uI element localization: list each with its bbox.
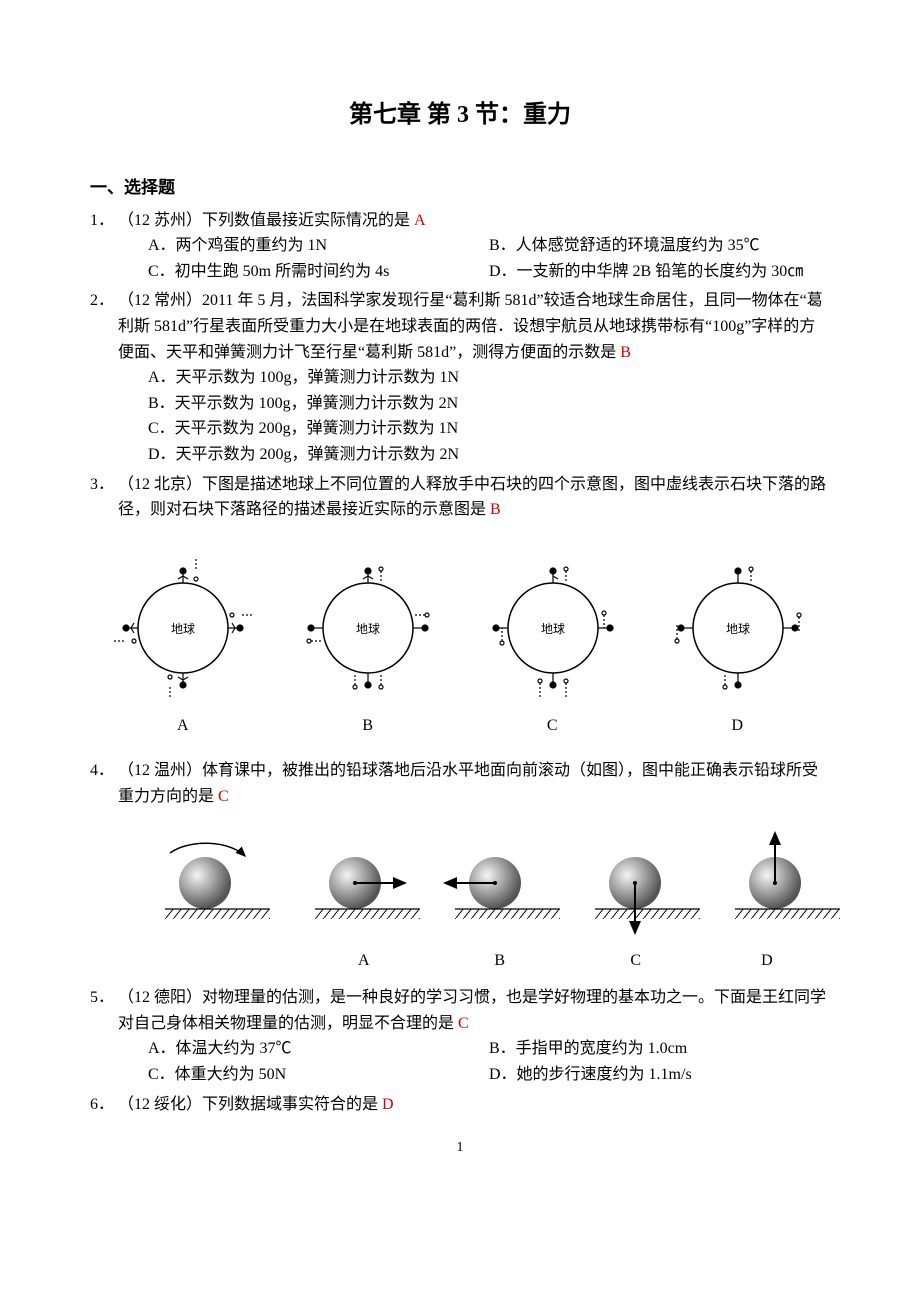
q2-number: 2． (90, 288, 118, 467)
q5-optC: C．体重大约为 50N (148, 1062, 489, 1088)
q5-optB: B．手指甲的宽度约为 1.0cm (489, 1036, 830, 1062)
q3-labelB: B (362, 713, 373, 739)
q5-optA: A．体温大约为 37℃ (148, 1036, 489, 1062)
svg-text:地球: 地球 (725, 622, 749, 636)
q3-figD: 地球 (663, 543, 813, 703)
page-title: 第七章 第 3 节：重力 (90, 96, 830, 134)
question-5: 5． （12 德阳）对物理量的估测，是一种良好的学习习惯，也是学好物理的基本功之… (90, 985, 830, 1087)
q5-answer: C (458, 1015, 469, 1032)
q2-stem: （12 常州）2011 年 5 月，法国科学家发现行星“葛利斯 581d”较适合… (118, 292, 823, 360)
q4-number: 4． (90, 758, 118, 809)
q1-optB: B．人体感觉舒适的环境温度约为 35℃ (489, 233, 830, 259)
q1-optD: D．一支新的中华牌 2B 铅笔的长度约为 30㎝ (489, 259, 830, 285)
section-heading: 一、选择题 (90, 174, 830, 201)
q3-labelA: A (177, 713, 189, 739)
q4-figures (150, 828, 830, 938)
question-3: 3． （12 北京）下图是描述地球上不同位置的人释放手中石块的四个示意图，图中虚… (90, 472, 830, 523)
q4-labelD: D (704, 948, 830, 974)
q6-stem: （12 绥化）下列数据域事实符合的是 (118, 1096, 382, 1113)
q3-stem: （12 北京）下图是描述地球上不同位置的人释放手中石块的四个示意图，图中虚线表示… (118, 476, 826, 519)
question-4: 4． （12 温州）体育课中，被推出的铅球落地后沿水平地面向前滚动（如图），图中… (90, 758, 830, 809)
q3-figA: 地球 (108, 543, 258, 703)
q3-figures: 地球 (90, 543, 830, 703)
q1-optC: C．初中生跑 50m 所需时间约为 4s (148, 259, 489, 285)
svg-text:地球: 地球 (355, 622, 379, 636)
q4-labelA: A (296, 948, 432, 974)
question-6: 6． （12 绥化）下列数据域事实符合的是 D (90, 1092, 830, 1118)
q2-answer: B (620, 344, 631, 361)
question-1: 1． （12 苏州）下列数值最接近实际情况的是 A A．两个鸡蛋的重约为 1N … (90, 208, 830, 285)
q1-number: 1． (90, 208, 118, 285)
q3-figB: 地球 (293, 543, 443, 703)
q3-labels: A B C D (90, 713, 830, 739)
q1-optA: A．两个鸡蛋的重约为 1N (148, 233, 489, 259)
q2-optC: C．天平示数为 200g，弹簧测力计示数为 1N (148, 416, 830, 442)
q5-stem: （12 德阳）对物理量的估测，是一种良好的学习习惯，也是学好物理的基本功之一。下… (118, 989, 826, 1032)
q4-labels: A B C D (90, 948, 830, 974)
q6-number: 6． (90, 1092, 118, 1118)
q2-optB: B．天平示数为 100g，弹簧测力计示数为 2N (148, 391, 830, 417)
q5-number: 5． (90, 985, 118, 1087)
q1-stem: （12 苏州）下列数值最接近实际情况的是 (118, 212, 414, 229)
q4-answer: C (218, 788, 229, 805)
q2-optA: A．天平示数为 100g，弹簧测力计示数为 1N (148, 365, 830, 391)
q3-labelC: C (547, 713, 558, 739)
page-number: 1 (90, 1137, 830, 1159)
q1-answer: A (414, 212, 426, 229)
q4-labelB: B (432, 948, 568, 974)
q2-optD: D．天平示数为 200g，弹簧测力计示数为 2N (148, 442, 830, 468)
q4-labelC: C (568, 948, 704, 974)
svg-text:地球: 地球 (540, 622, 564, 636)
q3-number: 3． (90, 472, 118, 523)
question-2: 2． （12 常州）2011 年 5 月，法国科学家发现行星“葛利斯 581d”… (90, 288, 830, 467)
earth-label: 地球 (170, 622, 194, 636)
q3-answer: B (490, 501, 501, 518)
q5-optD: D．她的步行速度约为 1.1m/s (489, 1062, 830, 1088)
q6-answer: D (382, 1096, 394, 1113)
q3-labelD: D (731, 713, 743, 739)
q3-figC: 地球 (478, 543, 628, 703)
